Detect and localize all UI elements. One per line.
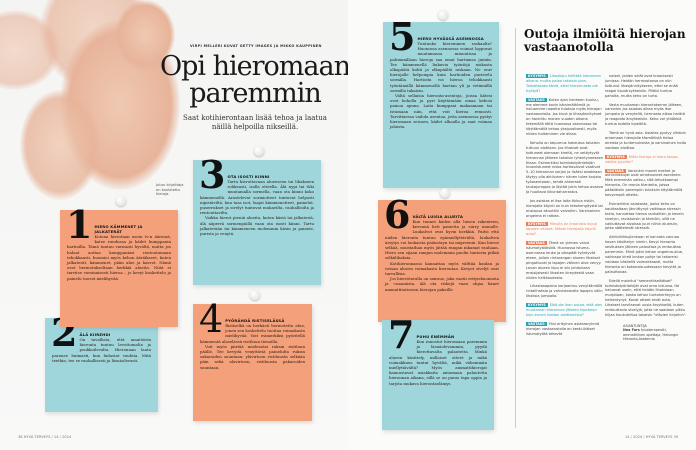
tip-note-2: 2 ÄLÄ KIIREHDI On tavallista, että amatö… <box>45 314 158 412</box>
answer-tag: VASTAUS <box>526 241 547 246</box>
tip-heading: HIERO KÄMMENET JA JALKATERÄT <box>94 224 143 234</box>
page-title-line: paremmin <box>189 78 322 109</box>
paragraph: Lihastasapaino korjaantuu venyttämällä r… <box>526 284 604 299</box>
question-tag: KYSYMYS <box>526 222 548 227</box>
article-column-1: KYSYMYS Lihaskipu helittää hieronnan aika… <box>526 74 604 341</box>
paragraph: naiset, joiden selät ovat kroonisesti ju… <box>605 74 687 99</box>
question: KYSYMYS Lihaskipu helittää hieronnan aika… <box>526 74 604 94</box>
tip-heading: VÄLTÄ LUISIA ALUEITA <box>412 214 464 219</box>
tip-text: Jos hierottavalla on sairaus, joka vaati… <box>385 276 499 292</box>
text: Kuten ajan henkeen kuuluu, me olemme kov… <box>526 97 602 136</box>
text: naiset, joiden selät ovat kroonisesti ju… <box>605 74 678 98</box>
text: Varsinkin monet miehet ja aktiiviliikkuj… <box>605 168 683 198</box>
tip-text: Kotihieronnassa kannattaa myös välttää k… <box>385 260 499 277</box>
tip-heading: PUHU ENEMMÄN <box>416 334 455 339</box>
pin-icon <box>250 290 260 300</box>
text: Esimerkiksi asiakasta, jonka keho on kau… <box>605 201 684 231</box>
byline: VIRPI MELLERI KUVAT GETTY IMAGES JA MIKK… <box>190 44 322 48</box>
text: Keholla on taipumus hakeutua takaisin tu… <box>526 140 604 194</box>
answer-tag: VASTAUS <box>526 321 547 326</box>
answer-tag: VASTAUS <box>605 168 626 173</box>
paragraph: Tämä on hyvä asia. Asiakas pystyy vihdoi… <box>605 131 687 151</box>
pin-icon <box>254 146 264 156</box>
text: Yksi erityinen asiakasryhmä hierojan vas… <box>526 321 600 336</box>
tip-number: 3 <box>199 152 226 197</box>
tip-text: Kun tunnet käden alla luisen rakenteen, … <box>385 219 499 261</box>
photo-caption: Jutun kirjoittaja on koulutettu hieroja. <box>156 183 184 196</box>
tip-text: Kun innostut hieromaan paremmin ja läsnä… <box>389 339 487 386</box>
paragraph: Aktiiviliikkujienkaan ei kannata vannoa … <box>605 235 687 274</box>
text: Lihastasapaino korjaantuu venyttämällä r… <box>526 284 603 299</box>
tip-heading: ÄLÄ KIIREHDI <box>79 332 111 337</box>
tip-heading: HIERO HYVÄSSÄ ASENNOSSA <box>417 36 484 41</box>
tip-number: 5 <box>389 14 416 59</box>
question-tag: KYSYMYS <box>526 74 548 78</box>
tip-text: Tuntuuko hierominen raskaalta? Huonossa … <box>390 41 492 93</box>
question-tag: KYSYMYS <box>605 154 627 159</box>
tip-number: 1 <box>66 202 93 247</box>
answer: VASTAUS Kuten ajan henkeen kuuluu, me ole… <box>526 97 604 137</box>
tip-note-5: 5 HIERO HYVÄSSÄ ASENNOSSA Tuntuuko hiero… <box>383 14 499 188</box>
expert-name: Nea Fors <box>623 328 640 333</box>
expert-role: fysioterapeutti, ammatillinen opettaja, … <box>623 328 679 342</box>
tip-text: Tartu hierottavaan alueeseen tai lihakse… <box>200 179 314 216</box>
answer: VASTAUS Tämä on yleinen vaiva istumatyölä… <box>526 241 604 280</box>
text: Tämä on hyvä asia. Asiakas pystyy vihdoi… <box>605 131 687 150</box>
text: Aktiiviliikkujienkaan ei kannata vannoa … <box>605 235 684 274</box>
pin-icon <box>116 196 126 206</box>
article-title: Outoja ilmiöitä hierojan vastaanotolla <box>524 27 686 54</box>
paragraph: Edellä mainitut "sementtiselkäiset" toim… <box>605 279 687 318</box>
feet-photo <box>0 0 330 205</box>
text: Lihaskipu helittää hieronnan aikana, mut… <box>526 74 601 93</box>
text: Eikö ole ihan outoa, että olen muutaman … <box>526 303 603 317</box>
answer-tag: VASTAUS <box>526 97 547 102</box>
question-tag: KYSYMYS <box>526 303 548 308</box>
tip-note-4: 4 PYÖRÄHDÄ RISTISELÄSSÄ Ristiselkä on he… <box>193 297 312 421</box>
paragraph: Jos asiakas ei itse laita tikkua ristiin… <box>526 199 604 219</box>
expert-box: ASIANTUNTIJA Nea Fors fysioterapeutti, a… <box>623 324 687 342</box>
pin-icon <box>438 10 448 20</box>
tip-note-6: 6 VÄLTÄ LUISIA ALUEITA Kun tunnet käden … <box>378 192 506 322</box>
page-title-line: Opi hieromaan <box>160 51 351 82</box>
tip-note-7: 7 PUHU ENEMMÄN Kun innostut hieromaan pa… <box>382 312 494 430</box>
tip-text: Ristiselkä on herkästi hermotettu alue, … <box>200 323 305 344</box>
text: Minulla on kroonista kipua lapojen välis… <box>526 222 597 237</box>
expert-label: ASIANTUNTIJA <box>623 323 647 328</box>
paragraph: Keholla on taipumus hakeutua takaisin tu… <box>526 141 604 195</box>
tip-number: 4 <box>199 297 224 341</box>
tip-text: Vaikka hierot pieniä alueita, kuten käsi… <box>200 215 314 237</box>
page-footer-left: 38 HYVÄ TERVEYS / 14 / 2024 <box>18 435 72 439</box>
page-title: Opi hieromaan paremmin <box>130 53 380 107</box>
tip-text: Kotona hierotaan usein tv:n ääressä, kat… <box>67 234 171 281</box>
tip-note-3: 3 OTA ISOSTI KIINNI Tartu hierottavaan a… <box>193 152 321 285</box>
tip-text: Vältä sellaisia hieronta-asentoja, joiss… <box>390 93 492 130</box>
text: Vasta muutaman hierontakerran jälkeen, v… <box>605 102 685 127</box>
question: KYSYMYS Eikö ole ihan outoa, että olen mu… <box>526 303 604 318</box>
tip-text: On tavallista, että amatöörin hieronta t… <box>52 337 151 363</box>
paragraph: Vasta muutaman hierontakerran jälkeen, v… <box>605 103 687 128</box>
tip-number: 7 <box>388 312 415 357</box>
article-column-2: naiset, joiden selät ovat kroonisesti ju… <box>605 74 687 342</box>
tip-heading: OTA ISOSTI KIINNI <box>227 174 270 179</box>
paragraph: Esimerkiksi asiakasta, jonka keho on kau… <box>605 202 687 231</box>
tip-number: 6 <box>384 192 411 237</box>
answer: VASTAUS Varsinkin monet miehet ja aktiivi… <box>605 168 687 198</box>
question: KYSYMYS Minulla on kroonista kipua lapoje… <box>526 222 604 237</box>
subtitle: Saat kotihierontaan lisää tehoa ja laatu… <box>183 114 327 131</box>
column-divider <box>515 28 516 428</box>
text: Edellä mainitut "sementtiselkäiset" toim… <box>605 278 687 317</box>
tip-heading: PYÖRÄHDÄ RISTISELÄSSÄ <box>225 318 285 323</box>
text: Miksi hieroja ei hiero kovaa, vaikka pyy… <box>605 154 679 164</box>
page-footer-right: 14 / 2024 / HYVÄ TERVEYS 39 <box>625 435 679 439</box>
text: Jos asiakas ei itse laita tikkua ristiin… <box>526 198 603 218</box>
answer: VASTAUS Yksi erityinen asiakasryhmä hiero… <box>526 321 604 337</box>
question: KYSYMYS Miksi hieroja ei hiero kovaa, vai… <box>605 154 687 165</box>
pin-icon <box>440 188 450 198</box>
tip-note-1: 1 HIERO KÄMMENET JA JALKATERÄT Kotona hi… <box>60 202 178 327</box>
text: Tämä on yleinen vaiva istumatyöläisillä.… <box>526 241 602 280</box>
tip-text: Voit myös piirtää mielessäsi ruksin rist… <box>200 343 305 370</box>
